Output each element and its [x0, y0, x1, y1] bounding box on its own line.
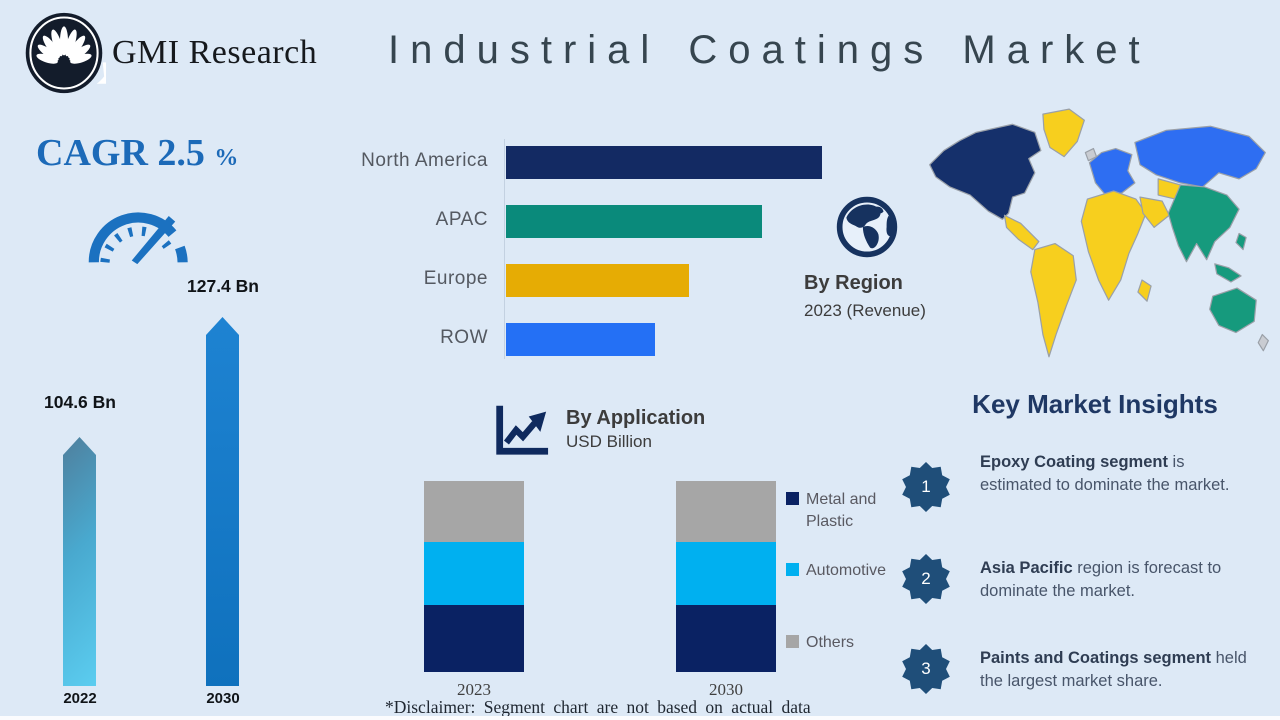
region-label-north-america: North America: [361, 150, 488, 171]
stack-segment-automotive: [676, 542, 776, 605]
key-market-insights-title: Key Market Insights: [972, 389, 1218, 419]
region-bar-row: [506, 323, 655, 356]
insight-number: 3: [921, 659, 931, 678]
legend-item-metal-and-plastic: Metal and Plastic: [786, 489, 911, 532]
stack-segment-metal-and-plastic: [676, 605, 776, 672]
speedometer-icon: [88, 212, 188, 265]
region-label-apac: APAC: [435, 209, 488, 230]
stacked-bar-2030: [676, 480, 776, 672]
insight-text-3: Paints and Coatings segment held the lar…: [980, 647, 1252, 694]
market-year-2030: 2030: [206, 690, 240, 707]
region-bar-europe: [506, 264, 689, 297]
stacked-bar-2023: [424, 480, 524, 672]
disclaimer-text: *Disclaimer: Segment chart are not based…: [385, 697, 811, 717]
legend-item-others: Others: [786, 632, 854, 654]
region-label-row: ROW: [440, 327, 488, 348]
region-section-subtitle: 2023 (Revenue): [804, 301, 926, 320]
cagr-value: CAGR 2.5 %: [36, 132, 239, 174]
legend-item-automotive: Automotive: [786, 560, 886, 582]
region-bar-north-america: [506, 146, 822, 179]
chart-icon: [496, 405, 549, 455]
world-map: [929, 108, 1269, 358]
application-section-subtitle: USD Billion: [566, 432, 652, 451]
legend-label: Automotive: [806, 562, 887, 579]
stack-segment-metal-and-plastic: [424, 605, 524, 672]
insight-badge-1: 1: [901, 462, 951, 512]
insight-bold: Epoxy Coating segment: [980, 453, 1168, 471]
legend-swatch-metal-and-plastic: [786, 492, 799, 505]
market-value-2022: 104.6 Bn: [44, 392, 116, 412]
region-label-europe: Europe: [423, 268, 488, 289]
region-bar-apac: [506, 205, 762, 238]
insight-text-2: Asia Pacific region is forecast to domin…: [980, 557, 1252, 604]
region-chart-axis: [504, 139, 505, 359]
insight-bold: Paints and Coatings segment: [980, 649, 1212, 667]
legend-label: Others: [806, 634, 855, 651]
seal-icon: [902, 644, 950, 694]
insight-rest: is estimated to dominate the market.: [980, 453, 1230, 495]
globe-icon: [836, 196, 898, 258]
market-bar-2022: [63, 437, 96, 686]
application-section-title: By Application: [566, 407, 706, 429]
legend-swatch-others: [786, 635, 799, 648]
stacked-label-2023: 2023: [457, 680, 491, 699]
seal-icon: [902, 462, 950, 512]
stacked-label-2030: 2030: [709, 680, 743, 699]
market-value-2030: 127.4 Bn: [187, 276, 259, 296]
brand-name: GMI Research: [112, 34, 318, 71]
market-bar-2030: [206, 317, 239, 686]
bottom-divider: [0, 716, 1280, 720]
insight-bold: Asia Pacific: [980, 559, 1073, 577]
seal-icon: [902, 554, 950, 604]
market-year-2022: 2022: [63, 690, 97, 707]
insight-badge-2: 2: [901, 554, 951, 604]
legend-swatch-automotive: [786, 563, 799, 576]
insight-rest: region is forecast to dominate the marke…: [980, 559, 1222, 601]
insight-badge-3: 3: [901, 644, 951, 694]
stack-segment-others: [676, 481, 776, 542]
page-title: Industrial Coatings Market: [388, 28, 1151, 72]
insight-number: 1: [921, 477, 931, 496]
stack-segment-others: [424, 481, 524, 542]
insight-rest: held the largest market share.: [980, 649, 1247, 691]
stack-segment-automotive: [424, 542, 524, 605]
insight-text-1: Epoxy Coating segment is estimated to do…: [980, 451, 1252, 498]
gmi-logo: [25, 12, 106, 94]
region-section-title: By Region: [804, 272, 903, 294]
legend-label: Metal and Plastic: [806, 491, 877, 530]
insight-number: 2: [921, 569, 931, 588]
